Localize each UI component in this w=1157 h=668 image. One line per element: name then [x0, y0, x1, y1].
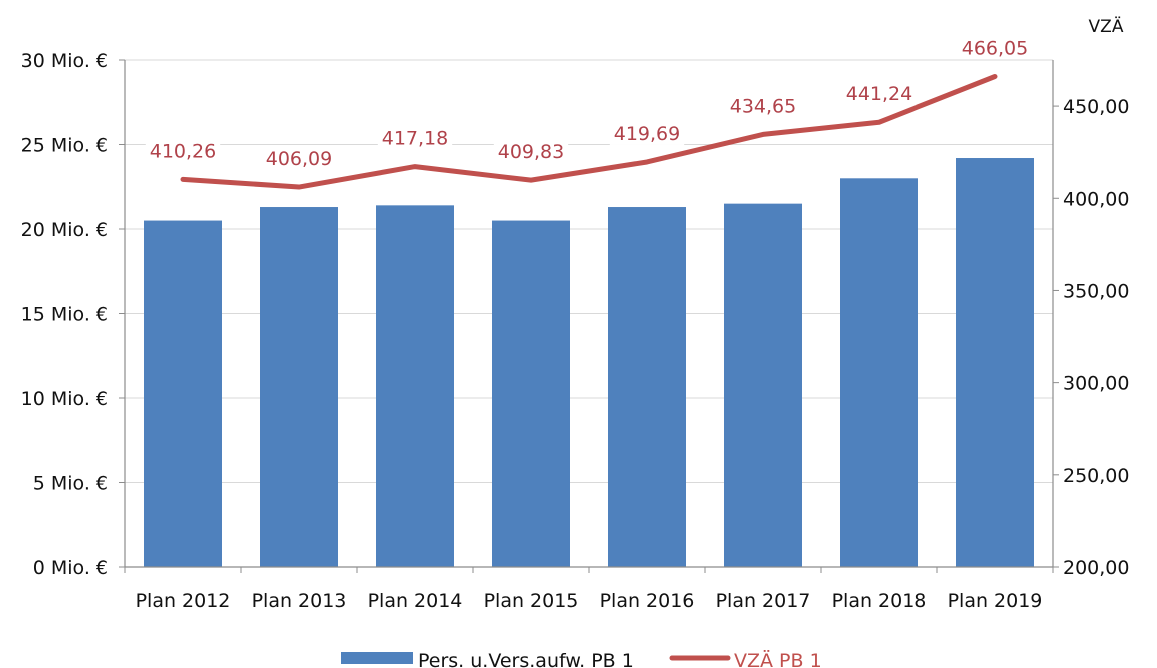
bar: [376, 205, 454, 567]
data-label-background: [145, 138, 221, 163]
right-axis-tick-label: 450,00: [1063, 96, 1129, 118]
x-axis-category-label: Plan 2018: [832, 590, 927, 612]
data-label-background: [957, 35, 1033, 60]
data-label-background: [493, 139, 569, 164]
line-data-label: 406,09: [266, 148, 332, 170]
data-label-background: [609, 120, 685, 145]
data-label-background: [841, 81, 917, 106]
x-axis-category-label: Plan 2017: [716, 590, 811, 612]
right-axis-ticks: 200,00 250,00 300,00 350,00 400,00 450,00: [1053, 96, 1129, 579]
x-axis-category-label: Plan 2012: [136, 590, 231, 612]
left-axis-tick-label: 5 Mio. €: [33, 473, 108, 495]
left-axis-tick-label: 0 Mio. €: [33, 557, 108, 579]
left-axis-tick-label: 30 Mio. €: [21, 50, 108, 72]
right-axis-tick-label: 300,00: [1063, 373, 1129, 395]
legend-label-line: VZÄ PB 1: [734, 649, 822, 668]
line-data-labels: 410,26 406,09 417,18 409,83 419,69 434,65 441,…: [145, 35, 1033, 171]
bar: [840, 178, 918, 568]
legend-swatch-bars: [341, 652, 413, 664]
bar: [956, 158, 1034, 567]
data-label-background: [377, 125, 453, 150]
bar: [724, 203, 802, 567]
left-axis-tick-label: 25 Mio. €: [21, 135, 108, 157]
line-data-label: 441,24: [846, 83, 912, 105]
line-data-label: 417,18: [382, 128, 448, 150]
bar: [492, 220, 570, 568]
right-axis-tick-label: 250,00: [1063, 465, 1129, 487]
category-labels: Plan 2012 Plan 2013 Plan 2014 Plan 2015 Plan…: [136, 590, 1043, 612]
line-data-label: 419,69: [614, 123, 680, 145]
x-axis-category-label: Plan 2013: [252, 590, 347, 612]
line-data-label: 409,83: [498, 141, 564, 163]
bar: [608, 207, 686, 567]
line-data-label: 434,65: [730, 95, 796, 117]
right-axis-title: VZÄ: [1089, 16, 1124, 37]
data-label-background: [725, 93, 801, 118]
left-axis-tick-label: 10 Mio. €: [21, 388, 108, 410]
right-axis-tick-label: 350,00: [1063, 280, 1129, 302]
line-path: [180, 74, 998, 190]
left-axis-tick-label: 20 Mio. €: [21, 219, 108, 241]
x-axis-category-label: Plan 2015: [484, 590, 579, 612]
right-axis-tick-label: 400,00: [1063, 188, 1129, 210]
legend-label-bars: Pers. u.Vers.aufw. PB 1: [418, 650, 634, 668]
left-axis-tick-label: 15 Mio. €: [21, 304, 108, 326]
line-series: [180, 74, 998, 190]
line-data-label: 410,26: [150, 140, 216, 162]
legend: Pers. u.Vers.aufw. PB 1 VZÄ PB 1: [341, 649, 822, 668]
bar: [144, 220, 222, 568]
line-data-label: 466,05: [962, 38, 1028, 60]
bar-series: [144, 158, 1034, 568]
x-axis-category-label: Plan 2016: [600, 590, 695, 612]
right-axis-tick-label: 200,00: [1063, 557, 1129, 579]
bar: [260, 207, 338, 567]
left-axis-ticks: 0 Mio. € 5 Mio. € 10 Mio. € 15 Mio. € 20 Mio…: [21, 50, 125, 579]
x-axis-category-label: Plan 2019: [948, 590, 1043, 612]
data-label-background: [261, 146, 337, 171]
x-axis-category-label: Plan 2014: [368, 590, 463, 612]
